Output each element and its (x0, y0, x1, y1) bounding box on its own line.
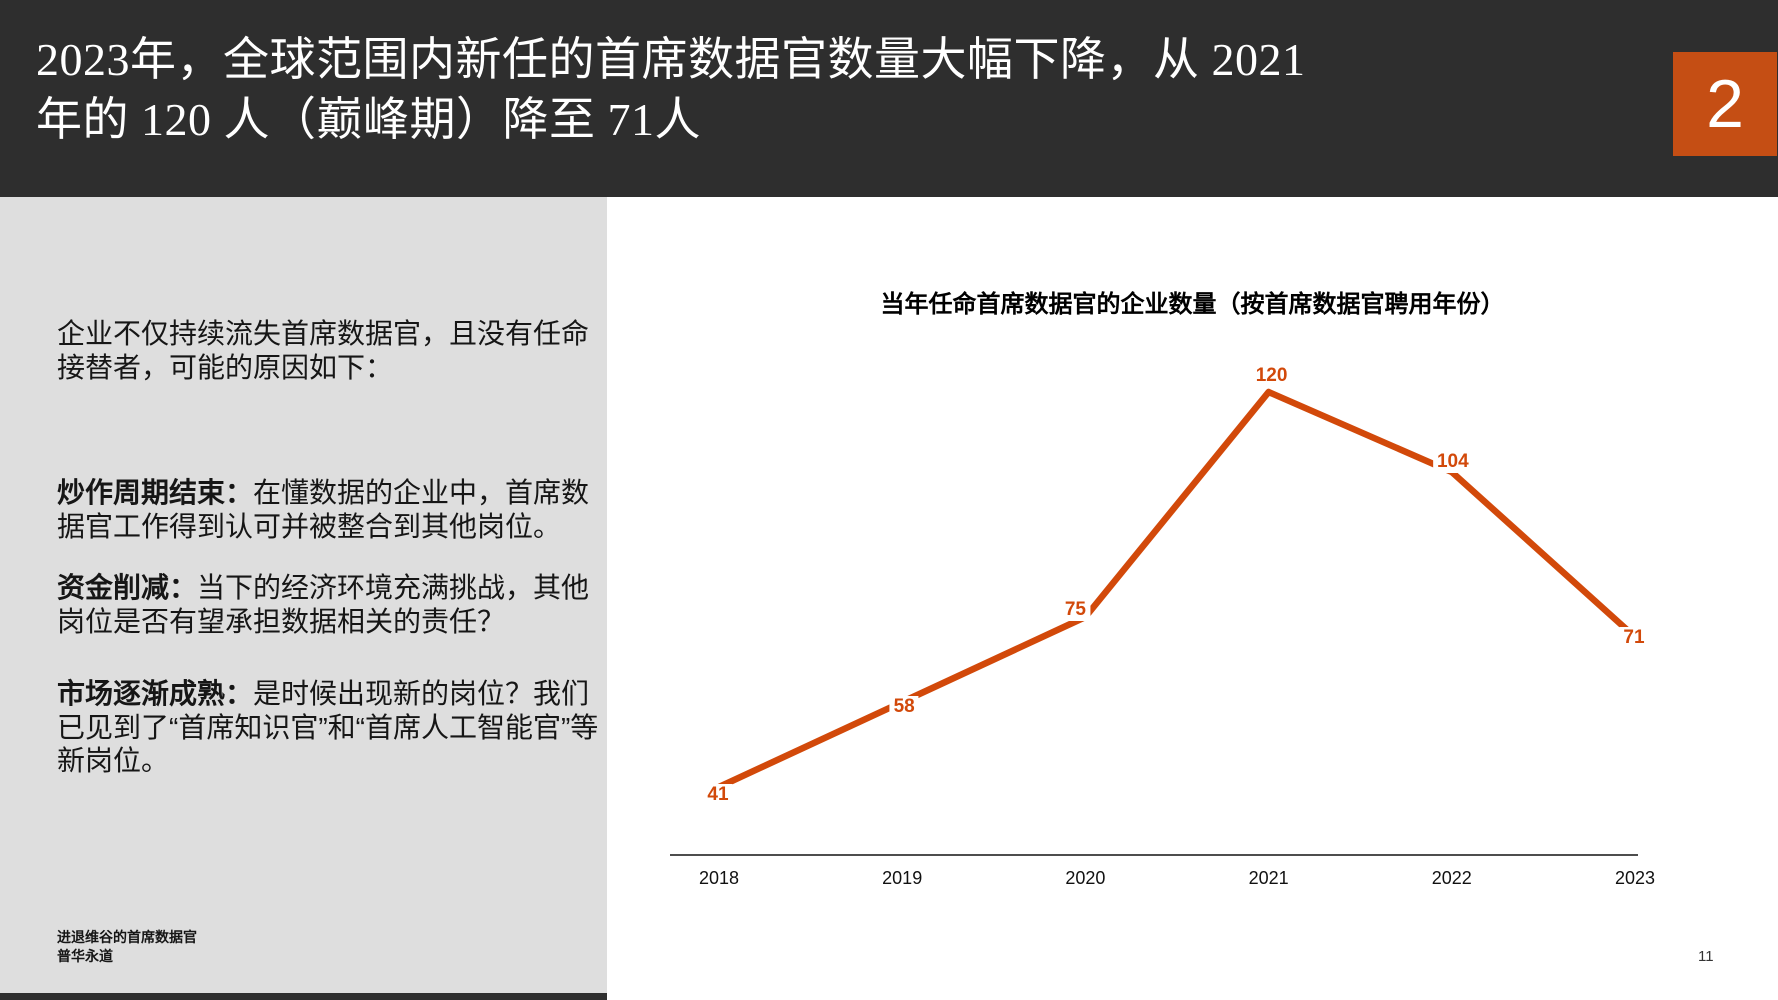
x-tick-label-2019: 2019 (882, 868, 923, 888)
reason-label: 市场逐渐成熟： (57, 678, 254, 709)
header-banner: 2023年，全球范围内新任的首席数据官数量大幅下降，从 2021 年的 120 … (0, 0, 1778, 197)
x-tick-label-2018: 2018 (698, 868, 740, 888)
section-number-badge: 2 (1673, 52, 1777, 156)
page-number: 11 (1698, 948, 1714, 965)
data-label-2018: 41 (703, 784, 733, 806)
report-footer: 进退维谷的首席数据官 普华永道 (57, 928, 197, 966)
data-label-2022: 104 (1432, 451, 1473, 473)
sidebar-reason-market-maturity: 市场逐渐成熟：是时候出现新的岗位？我们已见到了“首席知识官”和“首席人工智能官”… (57, 677, 605, 778)
data-label-2021: 120 (1251, 365, 1292, 387)
chart-pane: 当年任命首席数据官的企业数量（按首席数据官聘用年份） (607, 197, 1778, 1000)
x-tick-label-2023: 2023 (1614, 868, 1656, 888)
chart-title: 当年任命首席数据官的企业数量（按首席数据官聘用年份） (880, 291, 1505, 318)
sidebar-reason-hype-cycle: 炒作周期结束：在懂数据的企业中，首席数据官工作得到认可并被整合到其他岗位。 (57, 476, 605, 543)
reason-text: 是时候出现新的岗位？我们已见到了“首席知识官”和“首席人工智能官”等新岗位。 (57, 678, 599, 776)
data-label-2019: 58 (889, 696, 919, 718)
data-series-line (717, 388, 1638, 790)
bottom-accent-strip (0, 993, 607, 1000)
sidebar-intro-text: 企业不仅持续流失首席数据官，且没有任命接替者，可能的原因如下： (57, 318, 590, 383)
data-label-2023: 71 (1619, 627, 1649, 649)
data-label-2020: 75 (1060, 599, 1090, 621)
reason-label: 资金削减： (57, 572, 198, 603)
reason-label: 炒作周期结束： (57, 477, 254, 508)
reason-text: 当下的经济环境充满挑战，其他岗位是否有望承担数据相关的责任？ (57, 572, 590, 637)
reason-text: 在懂数据的企业中，首席数据官工作得到认可并被整合到其他岗位。 (57, 477, 590, 542)
report-title: 进退维谷的首席数据官 (57, 929, 197, 945)
x-tick-label-2022: 2022 (1431, 868, 1472, 888)
x-tick-label-2021: 2021 (1248, 868, 1289, 888)
sidebar-reason-funding-cuts: 资金削减：当下的经济环境充满挑战，其他岗位是否有望承担数据相关的责任？ (57, 571, 605, 638)
x-tick-label-2020: 2020 (1065, 868, 1106, 888)
sidebar: 企业不仅持续流失首席数据官，且没有任命接替者，可能的原因如下： 炒作周期结束：在… (0, 197, 607, 1000)
company-name: 普华永道 (57, 948, 113, 964)
slide-title: 2023年，全球范围内新任的首席数据官数量大幅下降，从 2021 年的 120 … (36, 34, 1306, 145)
